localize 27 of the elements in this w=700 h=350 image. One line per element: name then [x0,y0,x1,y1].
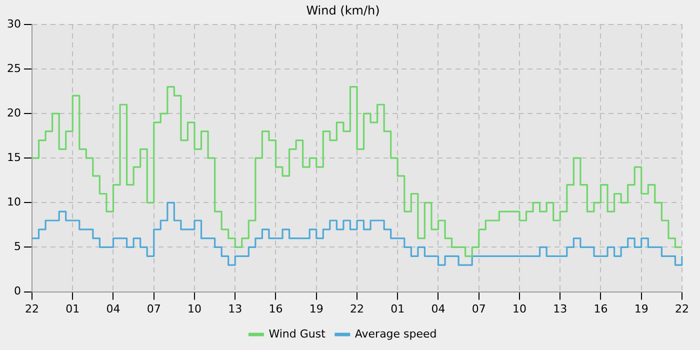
x-tick-label: 16 [268,302,283,316]
x-tick-label: 22 [350,302,364,316]
legend-label: Average speed [354,327,437,340]
y-tick-label: 0 [14,284,21,298]
x-tick-label: 04 [106,302,120,316]
x-tick-label: 16 [594,302,608,316]
y-tick-label: 20 [6,106,21,120]
x-tick-label: 19 [309,302,324,316]
x-tick-label: 13 [553,302,568,316]
x-tick-label: 22 [24,302,39,316]
x-tick-label: 01 [66,302,80,316]
x-tick-label: 04 [431,302,446,316]
x-tick-label: 10 [188,302,202,316]
x-tick-label: 01 [390,302,405,316]
x-tick-label: 19 [634,302,648,316]
y-tick-label: 5 [14,240,21,254]
legend-label: Wind Gust [268,327,326,340]
y-tick-label: 30 [6,17,21,30]
chart-title: Wind (km/h) [306,3,380,18]
y-tick-label: 15 [6,150,21,164]
x-tick-label: 13 [228,302,242,316]
x-tick-label: 07 [472,302,486,316]
y-tick-label: 10 [6,196,21,209]
x-tick-label: 10 [512,302,526,316]
y-tick-label: 25 [6,62,21,75]
x-tick-label: 22 [675,302,689,316]
x-tick-label: 07 [146,302,161,316]
